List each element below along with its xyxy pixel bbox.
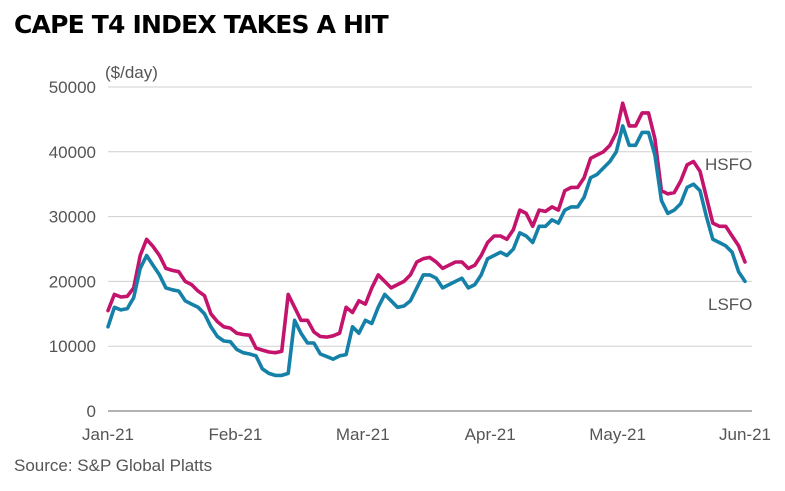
y-tick-label: 20000 [49,272,96,291]
y-tick-label: 0 [87,402,96,421]
x-tick-label: Feb-21 [208,425,262,444]
series-label-hsfo: HSFO [705,155,752,174]
line-chart: 0 10000 20000 30000 40000 50000 Jan-21 Feb-21 M… [49,63,771,444]
series-label-lsfo: LSFO [708,295,752,314]
x-axis-tick-labels: Jan-21 Feb-21 Mar-21 Apr-21 May-21 Jun-21 [82,425,771,444]
series-line-hsfo [106,101,747,355]
series-line-lsfo [106,124,747,378]
y-tick-label: 40000 [49,143,96,162]
x-tick-label: Mar-21 [336,425,390,444]
x-tick-label: Apr-21 [465,425,516,444]
grid-lines [108,86,752,412]
x-tick-label: Jan-21 [82,425,134,444]
y-axis-unit-label: ($/day) [105,63,158,82]
series-lines [106,101,747,378]
y-tick-label: 50000 [49,78,96,97]
y-tick-label: 30000 [49,208,96,227]
chart-title: CAPE T4 INDEX TAKES A HIT [14,10,389,39]
source-note: Source: S&P Global Platts [14,456,213,475]
x-tick-label: May-21 [589,425,646,444]
x-tick-label: Jun-21 [719,425,771,444]
y-tick-label: 10000 [49,337,96,356]
y-axis-tick-labels: 0 10000 20000 30000 40000 50000 [49,78,96,421]
